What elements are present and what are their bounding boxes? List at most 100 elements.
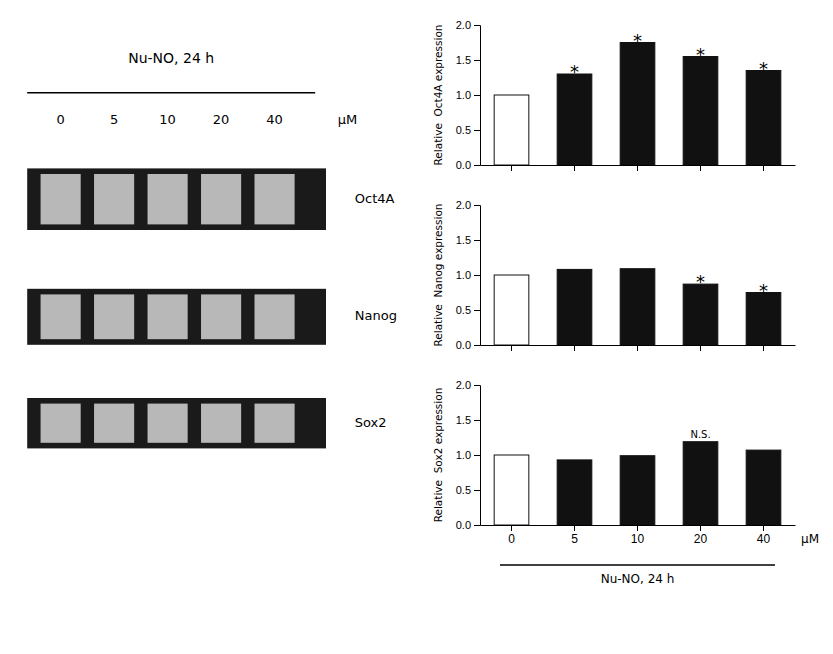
x-tick-label: 10 (631, 532, 645, 546)
gel-band (255, 294, 295, 339)
gel-row-label: Nanog (355, 308, 397, 323)
gel-row-label: Sox2 (355, 415, 387, 430)
y-tick-mark (474, 310, 480, 311)
y-tick: 0.5 (456, 124, 480, 136)
gel-unit-label: μM (338, 112, 358, 127)
x-tick-label: 20 (694, 532, 708, 546)
x-tick (574, 165, 575, 171)
x-tick-mark (574, 165, 575, 171)
bar (557, 74, 592, 165)
significance-marker: * (570, 61, 579, 82)
bracket-label: Nu-NO, 24 h (601, 572, 675, 586)
y-axis-title: Relative Nanog expression (432, 203, 444, 346)
y-tick-mark (474, 95, 480, 96)
gel-lane-label: 5 (110, 112, 118, 127)
x-tick (637, 165, 638, 171)
x-tick-mark (763, 525, 764, 531)
gel-row-label: Oct4A (355, 191, 395, 206)
y-tick: 1.0 (456, 89, 480, 101)
y-tick: 2.0 (456, 199, 480, 211)
y-axis-title: Relative Oct4A expression (432, 24, 444, 165)
significance-marker: * (696, 44, 705, 65)
x-tick-mark (763, 345, 764, 351)
y-axis: 0.0 0.5 1.0 1.5 2.0 (456, 199, 481, 351)
gel-band (148, 294, 188, 339)
significance-marker: * (759, 58, 768, 79)
x-tick-mark (511, 345, 512, 351)
significance-marker: N.S. (690, 429, 710, 440)
x-axis (481, 165, 796, 171)
y-tick-mark (474, 420, 480, 421)
y-tick-mark (474, 385, 480, 386)
gel-lane-label: 20 (213, 112, 230, 127)
x-tick-mark (700, 525, 701, 531)
bracket-line (500, 564, 775, 566)
x-tick (511, 165, 512, 171)
x-axis-title: μM (801, 532, 819, 546)
x-tick-mark (511, 165, 512, 171)
x-tick-mark (574, 345, 575, 351)
gel-band (94, 404, 134, 443)
y-tick-mark (474, 455, 480, 456)
y-tick: 1.5 (456, 414, 480, 426)
bar (494, 95, 529, 165)
y-tick-mark (474, 345, 480, 346)
y-tick-label: 0.0 (456, 339, 471, 351)
gel-row-background (27, 289, 326, 345)
y-tick: 1.5 (456, 234, 480, 246)
x-tick-label: 0 (508, 532, 515, 546)
y-axis-line (474, 26, 481, 166)
y-tick-label: 1.0 (456, 449, 471, 461)
x-tick-mark (700, 165, 701, 171)
gel-band (148, 404, 188, 443)
bar (683, 57, 718, 166)
gel-band (41, 294, 81, 339)
bars (494, 442, 781, 525)
gel-band (201, 294, 241, 339)
bars (494, 43, 781, 166)
y-tick-mark (474, 205, 480, 206)
gel-lane-label: 40 (266, 112, 283, 127)
gel-band (148, 174, 188, 224)
significance-marker: * (633, 30, 642, 51)
y-axis: 0.0 0.5 1.0 1.5 2.0 (456, 19, 481, 171)
y-tick-label: 0.5 (456, 484, 471, 496)
y-tick-label: 2.0 (456, 19, 471, 31)
y-tick: 2.0 (456, 379, 480, 391)
gel-band (255, 174, 295, 224)
bar (557, 269, 592, 345)
y-tick-label: 1.0 (456, 269, 471, 281)
y-axis-line (474, 206, 481, 346)
bar (620, 43, 655, 166)
x-tick (700, 345, 701, 351)
y-tick: 0.5 (456, 304, 480, 316)
bar (683, 284, 718, 345)
x-tick: 10 (631, 525, 645, 546)
y-tick-label: 2.0 (456, 379, 471, 391)
y-tick-mark (474, 490, 480, 491)
y-tick: 1.0 (456, 449, 480, 461)
gel-title: Nu-NO, 24 h (128, 50, 214, 66)
y-tick-mark (474, 130, 480, 131)
gel-band (255, 404, 295, 443)
x-tick-label: 40 (757, 532, 771, 546)
gel-band (201, 174, 241, 224)
y-tick-label: 1.5 (456, 234, 471, 246)
x-tick-mark (637, 525, 638, 531)
chart-root: Nu-NO, 24 h05102040μMOct4ANanogSox20.00.… (0, 0, 833, 654)
y-tick: 2.0 (456, 19, 480, 31)
y-tick-label: 0.0 (456, 159, 471, 171)
y-axis-line (474, 386, 481, 526)
y-tick-mark (474, 525, 480, 526)
x-tick: 40 (757, 525, 771, 546)
bar (494, 455, 529, 525)
gel-band (201, 404, 241, 443)
x-tick-mark (700, 345, 701, 351)
y-tick-label: 1.5 (456, 54, 471, 66)
x-tick (574, 345, 575, 351)
y-tick-label: 0.5 (456, 124, 471, 136)
y-tick-mark (474, 60, 480, 61)
y-tick-label: 1.5 (456, 414, 471, 426)
bar (557, 460, 592, 525)
bar (620, 269, 655, 345)
